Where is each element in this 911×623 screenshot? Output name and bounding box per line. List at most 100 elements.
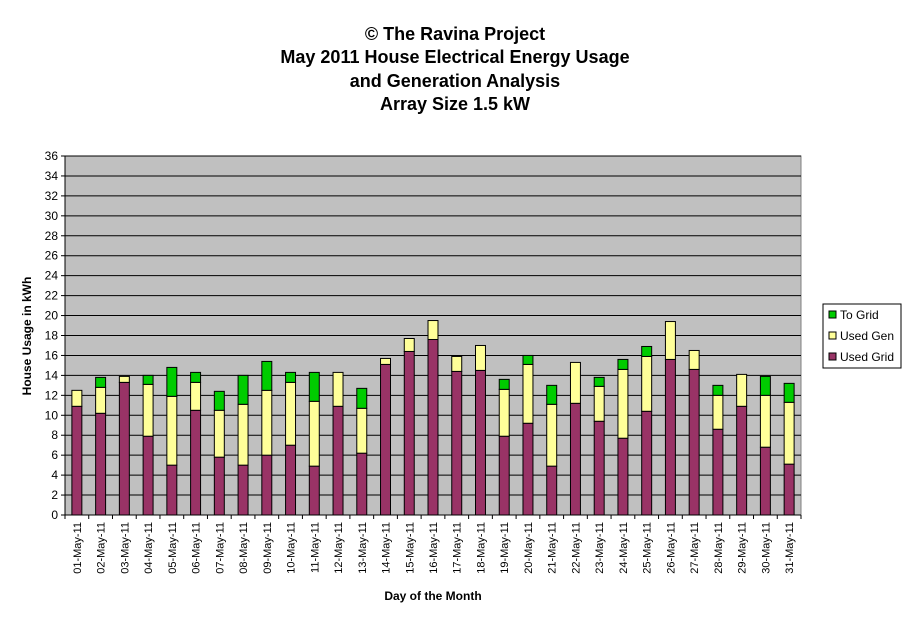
bar-used-grid [451, 370, 463, 516]
bar-used-gen [95, 386, 107, 414]
x-tick-label: 08-May-11 [238, 522, 250, 574]
y-tick-label: 2 [51, 488, 58, 502]
x-tick-label: 23-May-11 [594, 522, 606, 574]
y-tick-label: 20 [45, 309, 59, 323]
bar-used-grid [759, 446, 771, 516]
bar-used-grid [736, 405, 748, 516]
y-tick-label: 10 [45, 408, 59, 422]
x-axis-title: Day of the Month [384, 589, 481, 603]
x-tick-label: 09-May-11 [262, 522, 274, 574]
y-tick-label: 26 [45, 249, 59, 263]
legend-swatch [828, 310, 837, 319]
x-tick-label: 30-May-11 [760, 522, 772, 574]
bar-used-gen [712, 394, 724, 430]
x-tick-label: 06-May-11 [191, 522, 203, 574]
x-tick-label: 19-May-11 [499, 522, 511, 574]
y-tick-label: 14 [45, 368, 59, 382]
bar-to-grid [308, 371, 320, 402]
x-tick-label: 27-May-11 [689, 522, 701, 574]
bar-to-grid [356, 387, 368, 409]
bar-used-grid [427, 338, 439, 516]
bar-used-grid [593, 420, 605, 516]
x-tick-label: 03-May-11 [119, 522, 131, 574]
bar-used-gen [522, 363, 534, 424]
legend-label: To Grid [840, 308, 879, 322]
bar-used-gen [332, 371, 344, 407]
title-line-4: Array Size 1.5 kW [380, 94, 530, 114]
bar-used-grid [95, 412, 107, 516]
bar-used-grid [213, 456, 225, 516]
bar-used-grid [142, 435, 154, 516]
x-tick-label: 15-May-11 [404, 522, 416, 574]
title-line-3: and Generation Analysis [350, 71, 560, 91]
bar-used-grid [546, 465, 558, 516]
legend-swatch [828, 352, 837, 361]
y-tick-label: 34 [45, 169, 59, 183]
y-tick-label: 30 [45, 209, 59, 223]
x-tick-label: 31-May-11 [784, 522, 796, 574]
bar-to-grid [166, 366, 178, 397]
y-tick-label: 36 [45, 149, 59, 163]
bar-used-grid [380, 363, 392, 516]
title-line-1: © The Ravina Project [365, 24, 545, 44]
y-tick-label: 22 [45, 289, 59, 303]
bar-used-gen [118, 375, 130, 383]
bar-used-gen [569, 361, 581, 404]
bar-used-grid [332, 405, 344, 516]
y-tick-label: 18 [45, 329, 59, 343]
bar-to-grid [641, 345, 653, 357]
bar-used-gen [237, 403, 249, 466]
title-line-2: May 2011 House Electrical Energy Usage [280, 47, 629, 67]
bar-to-grid [712, 384, 724, 396]
x-tick-label: 01-May-11 [72, 522, 84, 574]
legend-label: Used Gen [840, 329, 894, 343]
bar-used-grid [356, 452, 368, 516]
bar-used-gen [546, 403, 558, 467]
x-tick-label: 02-May-11 [96, 522, 108, 574]
bar-used-gen [285, 381, 297, 446]
y-tick-label: 0 [51, 508, 58, 522]
x-tick-label: 26-May-11 [665, 522, 677, 574]
x-tick-label: 10-May-11 [286, 522, 298, 574]
x-tick-label: 29-May-11 [737, 522, 749, 574]
bar-to-grid [285, 371, 297, 383]
x-tick-label: 21-May-11 [547, 522, 559, 574]
bar-to-grid [498, 378, 510, 390]
x-tick-label: 13-May-11 [357, 522, 369, 574]
x-tick-label: 20-May-11 [523, 522, 535, 574]
bar-used-grid [498, 435, 510, 516]
bar-to-grid [190, 371, 202, 383]
bar-used-gen [261, 389, 273, 456]
y-tick-label: 6 [51, 448, 58, 462]
bar-used-grid [118, 381, 130, 516]
bar-used-gen [783, 401, 795, 465]
bar-to-grid [213, 390, 225, 411]
bar-used-grid [522, 422, 534, 516]
y-tick-label: 12 [45, 388, 59, 402]
y-tick-label: 16 [45, 348, 59, 362]
legend-label: Used Grid [840, 350, 894, 364]
bar-used-grid [617, 437, 629, 516]
x-tick-labels: 01-May-11 02-May-11 03-May-11 04-May-11 05-M… [64, 515, 802, 574]
legend-swatch [828, 331, 837, 340]
x-tick-label: 18-May-11 [475, 522, 487, 574]
bar-used-gen [498, 388, 510, 437]
bar-used-gen [71, 389, 83, 407]
bar-used-grid [308, 465, 320, 516]
bar-to-grid [95, 376, 107, 388]
bar-used-gen [617, 368, 629, 439]
x-tick-label: 16-May-11 [428, 522, 440, 574]
x-tick-label: 28-May-11 [713, 522, 725, 574]
bar-used-grid [783, 463, 795, 516]
bar-used-gen [664, 321, 676, 360]
bar-used-grid [664, 358, 676, 516]
bar-used-grid [403, 350, 415, 516]
bar-used-gen [736, 373, 748, 407]
bar-used-grid [261, 454, 273, 516]
y-tick-label: 24 [45, 269, 59, 283]
x-tick-label: 07-May-11 [214, 522, 226, 574]
bar-used-grid [569, 402, 581, 516]
bar-to-grid [783, 382, 795, 403]
